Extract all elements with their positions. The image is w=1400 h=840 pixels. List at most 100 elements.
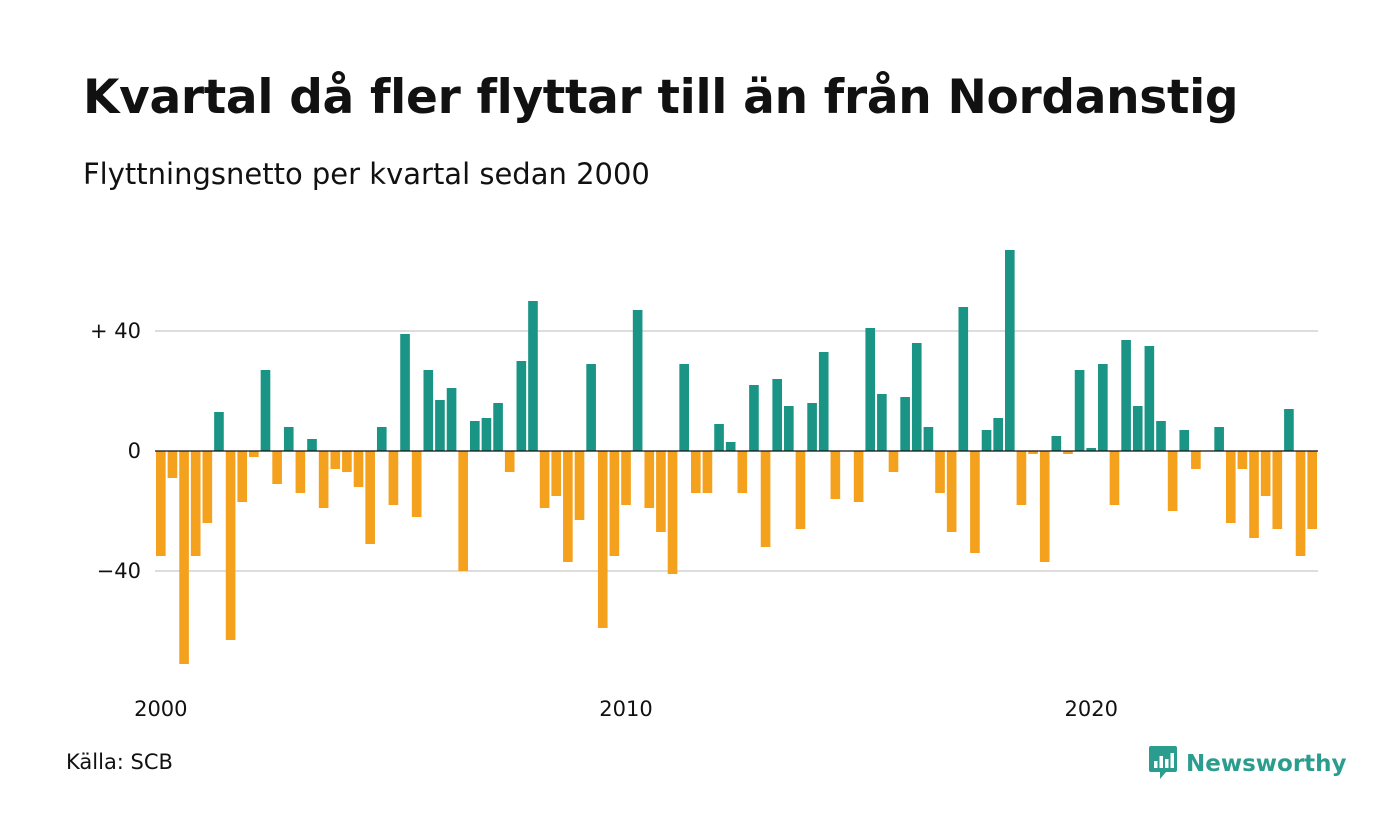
bar-negative bbox=[946, 451, 957, 532]
bar-positive bbox=[1051, 436, 1062, 451]
bar-negative bbox=[411, 451, 422, 517]
bar-negative bbox=[156, 451, 166, 556]
x-tick-label: 2010 bbox=[599, 697, 652, 721]
bar-negative bbox=[1167, 451, 1178, 511]
bar-negative bbox=[272, 451, 282, 484]
bar-positive bbox=[981, 430, 992, 451]
bar-negative bbox=[318, 451, 329, 508]
chart-title: Kvartal då fler flyttar till än från Nor… bbox=[83, 70, 1239, 125]
bar-negative bbox=[1307, 451, 1317, 529]
bar-positive bbox=[807, 403, 817, 451]
bar-positive bbox=[632, 310, 643, 451]
bar-negative bbox=[1249, 451, 1259, 538]
bar-positive bbox=[865, 328, 876, 451]
x-tick-label: 2020 bbox=[1064, 697, 1117, 721]
bar-negative bbox=[539, 451, 550, 508]
newsworthy-icon bbox=[1148, 744, 1178, 784]
bar-negative bbox=[388, 451, 399, 505]
y-tick-label: −40 bbox=[97, 559, 141, 583]
bar-negative bbox=[330, 451, 341, 469]
bar-negative bbox=[644, 451, 655, 508]
y-tick-label: + 40 bbox=[90, 319, 141, 343]
bar-negative bbox=[667, 451, 678, 574]
bar-positive bbox=[725, 442, 736, 451]
bar-positive bbox=[586, 364, 596, 451]
bar-positive bbox=[260, 370, 271, 451]
bar-positive bbox=[1156, 421, 1166, 451]
bar-negative bbox=[853, 451, 864, 502]
bar-negative bbox=[249, 451, 259, 457]
bar-positive bbox=[923, 427, 934, 451]
bar-negative bbox=[830, 451, 841, 499]
bar-negative bbox=[458, 451, 469, 571]
x-tick-label: 2000 bbox=[134, 697, 187, 721]
bar-negative bbox=[1295, 451, 1306, 556]
bar-negative bbox=[1225, 451, 1236, 523]
bar-positive bbox=[1074, 370, 1085, 451]
bar-positive bbox=[1121, 340, 1131, 451]
bar-negative bbox=[935, 451, 945, 493]
bar-negative bbox=[237, 451, 248, 502]
bar-negative bbox=[760, 451, 771, 547]
bar-negative bbox=[179, 451, 189, 664]
bar-negative bbox=[574, 451, 585, 520]
bar-positive bbox=[214, 412, 224, 451]
bar-negative bbox=[702, 451, 713, 493]
bar-negative bbox=[656, 451, 666, 532]
bar-positive bbox=[470, 421, 480, 451]
bar-positive bbox=[516, 361, 527, 451]
bar-negative bbox=[295, 451, 306, 493]
bar-negative bbox=[795, 451, 806, 529]
bar-positive bbox=[877, 394, 887, 451]
bar-negative bbox=[1272, 451, 1283, 529]
bar-negative bbox=[609, 451, 620, 556]
bar-negative bbox=[621, 451, 631, 505]
bar-negative bbox=[888, 451, 899, 472]
bar-negative bbox=[1039, 451, 1050, 562]
bar-negative bbox=[1191, 451, 1201, 469]
bar-negative bbox=[353, 451, 364, 487]
bar-positive bbox=[1144, 346, 1155, 451]
bar-negative bbox=[1063, 451, 1073, 454]
bar-positive bbox=[1132, 406, 1143, 451]
bar-positive bbox=[911, 343, 922, 451]
bar-positive bbox=[958, 307, 969, 451]
bar-negative bbox=[202, 451, 213, 523]
bar-negative bbox=[167, 451, 178, 478]
bar-negative bbox=[563, 451, 573, 562]
bar-positive bbox=[679, 364, 689, 451]
bar-positive bbox=[446, 388, 457, 451]
bar-positive bbox=[1098, 364, 1108, 451]
bar-positive bbox=[1284, 409, 1294, 451]
bar-positive bbox=[1004, 250, 1015, 451]
bar-positive bbox=[1086, 448, 1097, 451]
bar-positive bbox=[1214, 427, 1224, 451]
bar-positive bbox=[528, 301, 538, 451]
bar-positive bbox=[818, 352, 829, 451]
bar-negative bbox=[1260, 451, 1271, 496]
bar-negative bbox=[1016, 451, 1027, 505]
x-tick-labels: 2000 2010 2020 bbox=[134, 697, 1118, 721]
brand-logo: Newsworthy bbox=[1148, 744, 1347, 784]
bar-positive bbox=[400, 334, 410, 451]
bar-positive bbox=[784, 406, 794, 451]
bar-positive bbox=[307, 439, 317, 451]
bar-positive bbox=[481, 418, 492, 451]
bar-positive bbox=[435, 400, 445, 451]
grid-lines bbox=[155, 330, 1318, 572]
bar-positive bbox=[1179, 430, 1190, 451]
bar-positive bbox=[749, 385, 759, 451]
chart-subtitle: Flyttningsnetto per kvartal sedan 2000 bbox=[83, 157, 650, 191]
bar-negative bbox=[1028, 451, 1038, 454]
bar-positive bbox=[423, 370, 434, 451]
bar-negative bbox=[225, 451, 236, 640]
y-tick-labels: + 40 0 −40 bbox=[90, 319, 141, 583]
bar-negative bbox=[597, 451, 608, 628]
y-tick-label: 0 bbox=[128, 439, 141, 463]
bar-negative bbox=[1237, 451, 1248, 469]
bar-negative bbox=[365, 451, 375, 544]
source-note: Källa: SCB bbox=[66, 750, 173, 774]
bar-negative bbox=[970, 451, 980, 553]
bar-negative bbox=[504, 451, 515, 472]
bar-negative bbox=[342, 451, 352, 472]
